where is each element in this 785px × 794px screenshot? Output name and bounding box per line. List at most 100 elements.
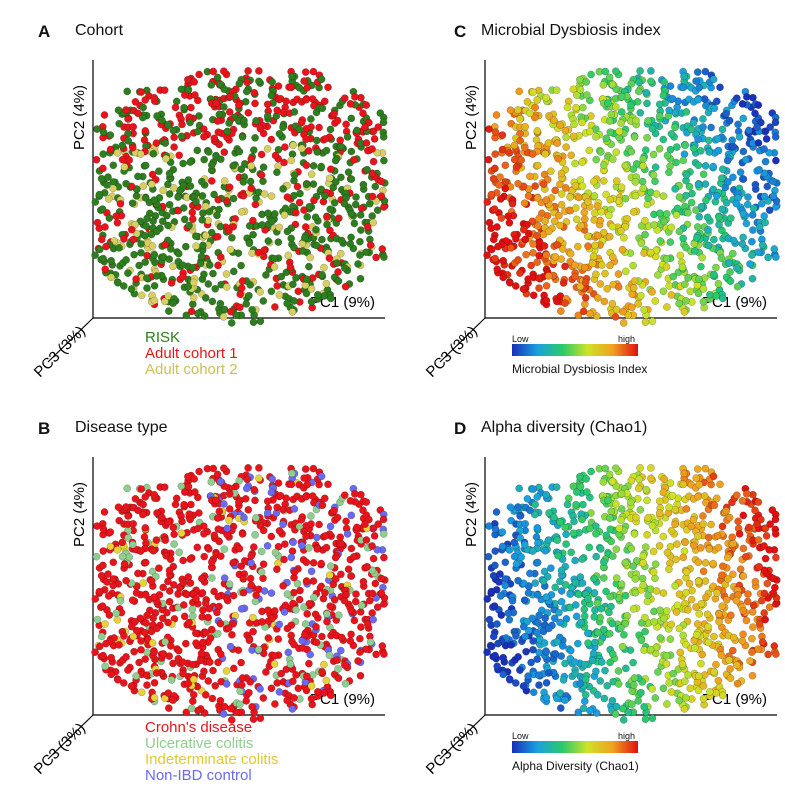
data-point bbox=[540, 639, 549, 647]
data-point bbox=[671, 582, 679, 590]
data-point bbox=[583, 91, 591, 99]
data-point bbox=[739, 147, 748, 156]
data-point bbox=[629, 165, 638, 174]
data-point bbox=[755, 165, 763, 174]
data-point bbox=[617, 183, 626, 192]
data-point bbox=[225, 119, 233, 127]
data-point bbox=[371, 579, 380, 588]
data-point bbox=[728, 646, 737, 655]
data-point bbox=[332, 178, 340, 186]
data-point bbox=[640, 702, 648, 711]
data-point bbox=[274, 145, 283, 154]
data-point bbox=[330, 595, 339, 604]
data-point bbox=[159, 583, 168, 592]
data-point bbox=[106, 528, 115, 536]
data-point bbox=[534, 222, 542, 230]
data-point bbox=[590, 192, 599, 200]
data-point bbox=[665, 106, 674, 115]
data-point bbox=[219, 710, 228, 718]
data-point bbox=[739, 209, 748, 218]
data-point bbox=[554, 551, 562, 560]
data-point bbox=[297, 118, 306, 127]
data-point bbox=[571, 578, 580, 587]
data-point bbox=[195, 467, 203, 476]
data-point bbox=[770, 642, 779, 650]
data-point bbox=[739, 233, 747, 242]
data-point bbox=[307, 512, 315, 520]
data-point bbox=[621, 161, 630, 170]
data-point bbox=[286, 660, 295, 669]
data-point bbox=[662, 660, 671, 668]
data-point bbox=[167, 279, 176, 287]
data-point bbox=[585, 543, 594, 552]
data-point bbox=[608, 155, 617, 164]
data-point bbox=[729, 570, 737, 579]
data-point bbox=[562, 540, 570, 548]
data-point bbox=[648, 288, 656, 296]
data-point bbox=[499, 670, 508, 679]
data-point bbox=[214, 261, 222, 270]
data-point bbox=[561, 184, 570, 192]
data-point bbox=[287, 234, 296, 243]
y-axis-label: PC2 (4%) bbox=[71, 85, 88, 150]
data-point bbox=[744, 590, 752, 598]
data-point bbox=[259, 560, 268, 569]
data-point bbox=[239, 178, 248, 186]
data-point bbox=[300, 206, 308, 214]
data-point bbox=[292, 208, 300, 217]
data-point bbox=[712, 689, 720, 697]
data-point bbox=[365, 199, 374, 208]
data-point bbox=[704, 622, 712, 631]
data-point bbox=[701, 577, 710, 585]
data-point bbox=[754, 248, 762, 257]
data-point bbox=[214, 592, 223, 601]
data-point bbox=[343, 133, 352, 141]
data-point bbox=[586, 127, 594, 136]
data-point bbox=[701, 464, 710, 473]
data-point bbox=[107, 256, 116, 265]
data-point bbox=[639, 559, 647, 567]
data-point bbox=[591, 606, 599, 614]
data-point bbox=[255, 474, 263, 483]
data-point bbox=[201, 628, 210, 637]
data-point bbox=[655, 497, 664, 506]
data-point bbox=[220, 574, 229, 582]
data-point bbox=[757, 596, 766, 605]
data-point bbox=[373, 603, 382, 612]
data-point bbox=[675, 590, 684, 598]
data-point bbox=[551, 649, 560, 658]
data-point bbox=[313, 687, 322, 696]
data-point bbox=[179, 204, 188, 212]
data-point bbox=[356, 251, 364, 259]
data-point bbox=[378, 245, 387, 253]
data-point bbox=[326, 562, 335, 571]
data-point bbox=[101, 662, 110, 671]
data-point bbox=[545, 112, 553, 120]
data-point bbox=[681, 280, 689, 289]
data-point bbox=[283, 193, 292, 201]
data-point bbox=[186, 158, 195, 166]
data-point bbox=[631, 191, 640, 200]
data-point bbox=[374, 123, 383, 131]
data-point bbox=[239, 588, 248, 597]
data-point bbox=[605, 232, 614, 241]
data-point bbox=[620, 630, 628, 639]
data-point bbox=[630, 674, 639, 682]
data-point bbox=[307, 520, 315, 528]
data-point bbox=[712, 494, 721, 503]
data-point bbox=[571, 159, 579, 168]
data-point bbox=[680, 72, 688, 81]
data-point bbox=[216, 299, 225, 308]
data-point bbox=[718, 205, 727, 214]
data-point bbox=[149, 149, 158, 158]
data-point bbox=[200, 155, 209, 164]
data-point bbox=[593, 691, 602, 699]
data-point bbox=[589, 252, 598, 261]
data-point bbox=[637, 222, 646, 230]
panel-letter: A bbox=[38, 22, 51, 41]
data-point bbox=[379, 530, 388, 538]
data-point bbox=[739, 511, 748, 520]
data-point bbox=[341, 679, 350, 688]
data-point bbox=[115, 244, 123, 252]
data-point bbox=[264, 237, 273, 245]
